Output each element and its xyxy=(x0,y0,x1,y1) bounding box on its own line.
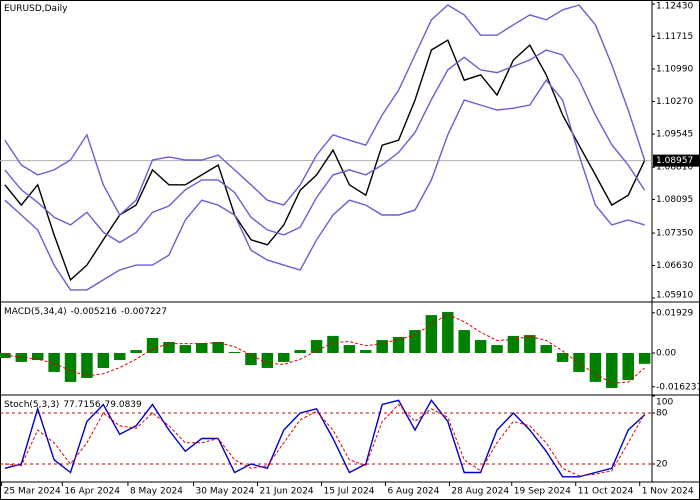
current-price-box xyxy=(653,154,699,167)
y-tick-label: 80 xyxy=(656,409,668,419)
y-tick-label: 1.05910 xyxy=(656,291,693,301)
series-line xyxy=(4,79,645,291)
histogram-bar xyxy=(228,351,241,353)
histogram-bar xyxy=(179,345,192,353)
x-tick-label: 15 Jul 2024 xyxy=(323,487,374,497)
histogram-bar xyxy=(310,340,323,353)
histogram-bar xyxy=(376,340,388,353)
x-tick-label: 16 Apr 2024 xyxy=(64,487,120,497)
histogram-bar xyxy=(64,352,77,382)
y-tick-label: 1.08810 xyxy=(656,163,693,173)
pane-title: Stoch(5,3,3) 77.7156 79.0839 xyxy=(4,400,142,410)
histogram-bar xyxy=(638,352,651,364)
y-tick-label: 1.12430 xyxy=(656,2,693,12)
histogram-bar xyxy=(491,345,503,353)
histogram-bar xyxy=(163,341,175,353)
x-tick-label: 30 May 2024 xyxy=(196,487,255,497)
x-tick-label: 1 Nov 2024 xyxy=(642,487,694,497)
y-tick-label: 1.09545 xyxy=(656,130,693,140)
x-tick-label: 19 Sep 2024 xyxy=(514,487,571,497)
histogram-bar xyxy=(294,350,306,353)
histogram-bar xyxy=(606,352,618,388)
histogram-bar xyxy=(278,352,290,362)
y-tick-label: 20 xyxy=(656,460,668,470)
y-tick-label: -0.016231 xyxy=(656,382,700,392)
series-line xyxy=(4,4,646,217)
histogram-bar xyxy=(392,336,405,353)
y-tick-label: 1.10270 xyxy=(656,97,693,107)
series-line xyxy=(4,39,646,282)
histogram-bar xyxy=(474,340,487,353)
y-tick-label: 1.08095 xyxy=(656,195,693,205)
histogram-bar xyxy=(442,311,454,353)
histogram-bar xyxy=(81,352,93,378)
histogram-bar xyxy=(425,315,438,353)
pane-title: EURUSD,Daily xyxy=(4,4,68,14)
histogram-bar xyxy=(524,335,536,353)
histogram-bar xyxy=(212,341,224,353)
pane-title: MACD(5,34,4) -0.005216 -0.007227 xyxy=(4,307,167,317)
indicator-name: MACD(5,34,4) xyxy=(4,307,67,317)
last-value: 77.7156 xyxy=(63,400,100,410)
histogram-bar xyxy=(589,352,602,382)
histogram-bar xyxy=(97,352,110,368)
histogram-bar xyxy=(261,352,274,368)
y-tick-label: 0.00 xyxy=(656,348,676,358)
series-line xyxy=(4,313,645,384)
series-line xyxy=(4,399,646,478)
histogram-bar xyxy=(622,352,634,381)
x-tick-label: 6 Aug 2024 xyxy=(387,487,439,497)
last-value: -0.007227 xyxy=(121,307,167,317)
histogram-bar xyxy=(31,352,44,361)
x-tick-label: 28 Aug 2024 xyxy=(451,487,509,497)
last-value: -0.005216 xyxy=(71,307,117,317)
histogram-bar xyxy=(113,352,126,361)
histogram-bar xyxy=(130,350,142,353)
x-tick-label: 8 May 2024 xyxy=(130,487,183,497)
histogram-bar xyxy=(196,342,208,353)
y-tick-label: 1.11715 xyxy=(656,32,693,42)
y-tick-label: 100 xyxy=(656,398,673,408)
histogram-bar xyxy=(540,345,552,353)
histogram-bar xyxy=(146,337,159,353)
histogram-bar xyxy=(343,345,356,353)
x-tick-label: 25 Mar 2024 xyxy=(4,487,61,497)
histogram-bar xyxy=(48,352,60,372)
histogram-bar xyxy=(327,335,339,353)
y-tick-label: 1.10990 xyxy=(656,64,693,74)
series-line xyxy=(4,49,646,244)
x-tick-label: 21 Jun 2024 xyxy=(260,487,314,497)
last-value: 79.0839 xyxy=(105,400,142,410)
y-tick-label: 1.07350 xyxy=(656,229,693,239)
y-tick-label: 0.01929 xyxy=(656,308,693,318)
series-line xyxy=(4,403,646,477)
current-price-label: 1.08957 xyxy=(656,156,693,166)
histogram-bar xyxy=(360,350,372,353)
indicator-name: Stoch(5,3,3) xyxy=(4,400,59,410)
histogram-bar xyxy=(573,352,585,372)
histogram-bar xyxy=(245,352,257,366)
x-tick-label: 11 Oct 2024 xyxy=(578,487,634,497)
histogram-bar xyxy=(458,330,470,353)
histogram-bar xyxy=(409,330,421,353)
histogram-bar xyxy=(507,335,520,353)
y-tick-label: 1.06630 xyxy=(656,261,693,271)
histogram-bar xyxy=(556,352,569,362)
indicator-name: EURUSD,Daily xyxy=(4,4,68,14)
